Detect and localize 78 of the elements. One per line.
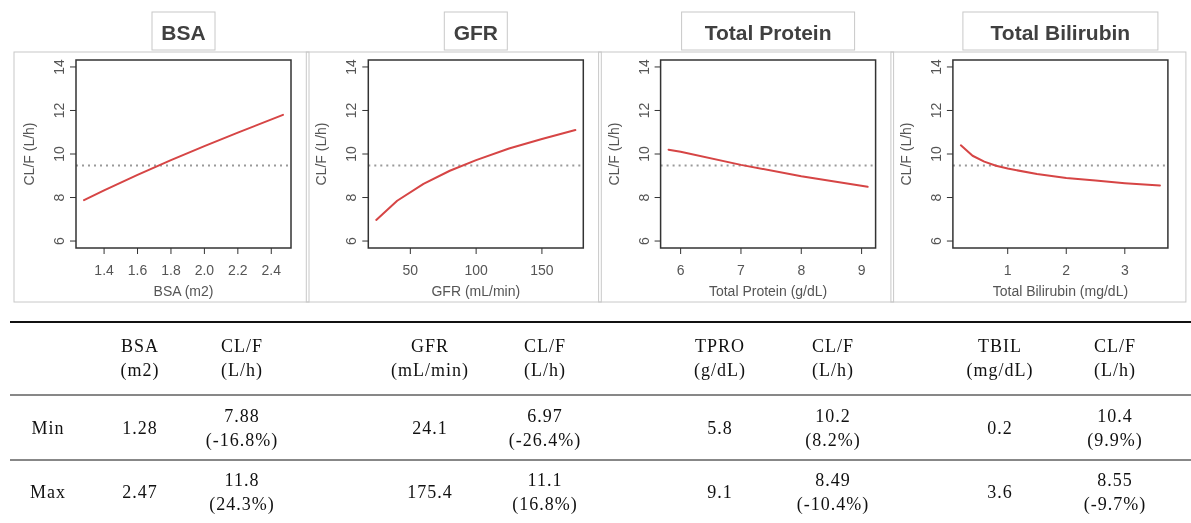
text: CL/F (L/h) [523, 336, 567, 381]
y-axis-title: CL/F (L/h) [605, 122, 622, 186]
chart-title: BSA [161, 21, 206, 44]
x-axis-title: Total Protein (g/dL) [708, 283, 828, 299]
x-tick-label: 6 [676, 262, 685, 278]
y-tick-label: 14 [343, 58, 360, 75]
y-tick-label: 14 [51, 58, 67, 75]
x-tick-label: 7 [737, 262, 746, 278]
text: TPRO (g/dL) [694, 336, 746, 381]
x-tick-label: 1.8 [161, 262, 181, 278]
text: BSA (m2) [120, 336, 160, 381]
chart-title: GFR [453, 21, 498, 44]
line-series [83, 113, 284, 202]
text: 24.1 [412, 418, 448, 438]
x-tick-label: 2 [1062, 262, 1071, 278]
text: 175.4 [407, 482, 453, 502]
y-tick-label: 12 [927, 102, 944, 119]
text: 0.2 [987, 418, 1013, 438]
x-tick-label: 2.2 [228, 262, 248, 278]
y-tick-label: 12 [635, 102, 652, 119]
text: 9.1 [707, 482, 733, 502]
y-tick-label: 8 [635, 193, 652, 202]
line-series [375, 129, 577, 221]
y-tick-label: 12 [343, 102, 360, 119]
text: 7.88 (-16.8%) [205, 406, 279, 451]
y-tick-label: 14 [635, 58, 652, 75]
x-tick-label: 3 [1120, 262, 1129, 278]
line-series [667, 148, 869, 188]
text: 6.97 (-26.4%) [508, 406, 582, 451]
text: 2.47 [122, 482, 158, 502]
text: Min [31, 418, 65, 438]
text: 8.55 (-9.7%) [1083, 470, 1147, 515]
x-tick-label: 150 [530, 262, 554, 278]
text: CL/F (L/h) [220, 336, 264, 381]
y-tick-label: 10 [927, 146, 944, 162]
y-axis-title: CL/F (L/h) [21, 122, 37, 186]
text: CL/F (L/h) [811, 336, 855, 381]
y-axis-title: CL/F (L/h) [313, 122, 330, 186]
y-tick-label: 14 [927, 58, 944, 75]
line-series [959, 144, 1161, 187]
x-tick-label: 1.4 [94, 262, 115, 278]
x-axis-title: BSA (m2) [153, 283, 214, 299]
x-axis-title: Total Bilirubin (mg/dL) [992, 283, 1129, 299]
text: 10.4 (9.9%) [1087, 406, 1143, 451]
y-tick-label: 6 [343, 236, 360, 245]
x-tick-label: 100 [464, 262, 489, 278]
text: 3.6 [987, 482, 1013, 502]
y-tick-label: 8 [343, 193, 360, 202]
text: TBIL (mg/dL) [966, 336, 1034, 381]
y-tick-label: 6 [635, 236, 652, 245]
x-tick-label: 2.4 [261, 262, 282, 278]
y-tick-label: 12 [51, 102, 67, 119]
text: 10.2 (8.2%) [805, 406, 861, 451]
x-tick-label: 50 [402, 262, 419, 278]
y-tick-label: 10 [635, 146, 652, 162]
text: 11.8 (24.3%) [209, 470, 275, 515]
text: 5.8 [707, 418, 733, 438]
text: 1.28 [122, 418, 158, 438]
x-tick-label: 9 [857, 262, 866, 278]
text: Max [30, 482, 66, 502]
text: 11.1 (16.8%) [512, 470, 578, 515]
y-tick-label: 8 [51, 193, 67, 202]
x-axis-title: GFR (mL/min) [431, 283, 521, 299]
text: CL/F (L/h) [1093, 336, 1137, 381]
y-tick-label: 6 [927, 236, 944, 245]
text: 8.49 (-10.4%) [796, 470, 870, 515]
y-tick-label: 10 [343, 146, 360, 162]
chart-title: Total Bilirubin [990, 21, 1131, 44]
y-axis-title: CL/F (L/h) [897, 122, 914, 186]
text: GFR (mL/min) [391, 336, 469, 381]
y-tick-label: 8 [927, 193, 944, 202]
x-tick-label: 2.0 [194, 262, 215, 278]
chart-title: Total Protein [704, 21, 832, 44]
y-tick-label: 10 [51, 146, 67, 162]
x-tick-label: 1 [1003, 262, 1012, 278]
x-tick-label: 8 [797, 262, 806, 278]
x-tick-label: 1.6 [127, 262, 148, 278]
y-tick-label: 6 [51, 236, 67, 245]
